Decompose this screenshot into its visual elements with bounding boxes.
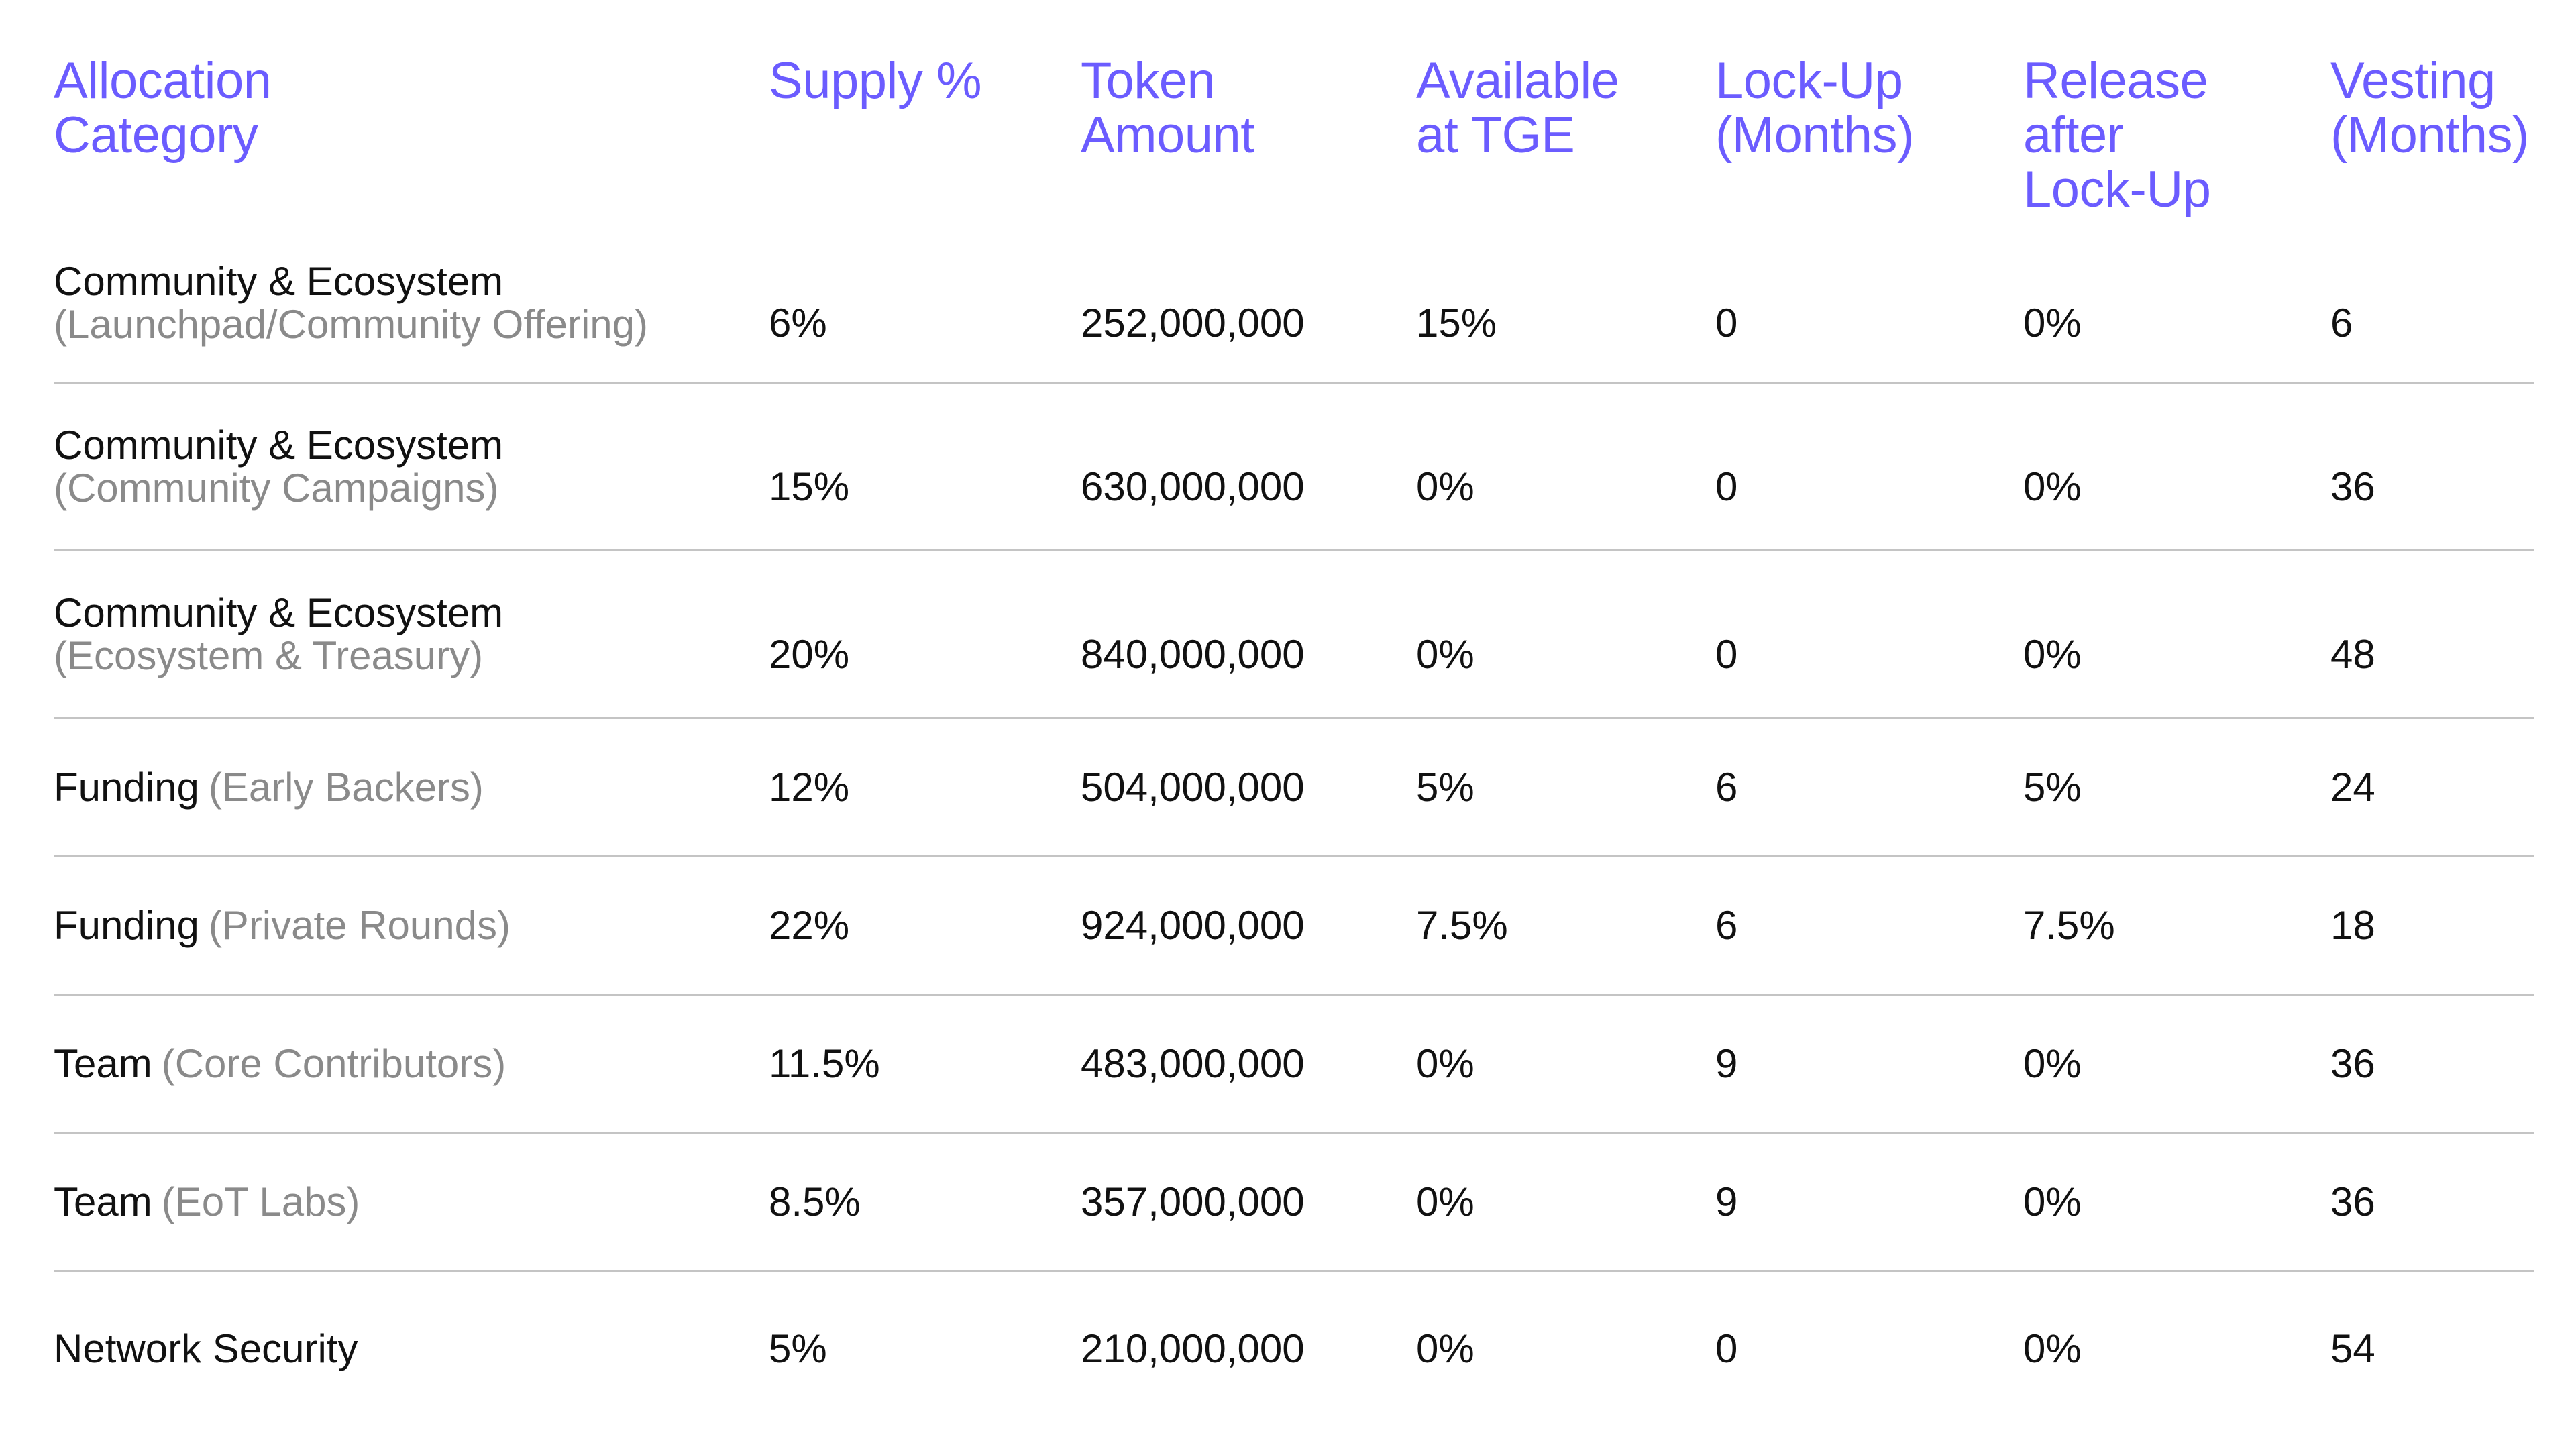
release-after-lock-up-cell: 0% bbox=[2023, 631, 2082, 677]
supply-cell: 12% bbox=[769, 764, 850, 810]
available-at-tge-cell: 5% bbox=[1416, 764, 1474, 810]
release-after-lock-up-cell: 0% bbox=[2023, 1179, 2082, 1224]
token-amount-cell: 924,000,000 bbox=[1081, 902, 1305, 948]
token-amount-cell: 252,000,000 bbox=[1081, 300, 1305, 345]
supply-cell: 22% bbox=[769, 902, 850, 948]
supply-cell: 6% bbox=[769, 300, 827, 345]
table-row: Community & Ecosystem (Community Campaig… bbox=[54, 384, 2534, 551]
category-label: Community & Ecosystem bbox=[54, 422, 504, 468]
supply-cell: 8.5% bbox=[769, 1179, 861, 1224]
table-row: Community & Ecosystem (Launchpad/Communi… bbox=[54, 224, 2534, 384]
available-at-tge-cell: 0% bbox=[1416, 1040, 1474, 1086]
vesting-cell: 36 bbox=[2330, 464, 2375, 509]
vesting-cell: 36 bbox=[2330, 1040, 2375, 1086]
category-cell: Network Security bbox=[54, 1328, 769, 1371]
lock-up-cell: 6 bbox=[1715, 764, 1738, 810]
subcategory-label: (Ecosystem & Treasury) bbox=[54, 633, 484, 678]
header-vesting-months: Vesting (Months) bbox=[2330, 52, 2529, 164]
subcategory-label: (EoT Labs) bbox=[161, 1179, 360, 1224]
token-amount-cell: 357,000,000 bbox=[1081, 1179, 1305, 1224]
token-amount-cell: 630,000,000 bbox=[1081, 464, 1305, 509]
table-row: Community & Ecosystem (Ecosystem & Treas… bbox=[54, 551, 2534, 719]
header-lock-up-months: Lock-Up (Months) bbox=[1715, 52, 1914, 164]
category-cell: Team (Core Contributors) bbox=[54, 1042, 769, 1085]
lock-up-cell: 6 bbox=[1715, 902, 1738, 948]
lock-up-cell: 0 bbox=[1715, 300, 1738, 345]
category-cell: Community & Ecosystem (Launchpad/Communi… bbox=[54, 260, 769, 346]
subcategory-label: (Core Contributors) bbox=[161, 1040, 506, 1086]
subcategory-label: (Community Campaigns) bbox=[54, 465, 499, 511]
table-row: Network Security 5% 210,000,000 0% 0 0% … bbox=[54, 1272, 2534, 1426]
available-at-tge-cell: 0% bbox=[1416, 1326, 1474, 1371]
category-label: Funding bbox=[54, 764, 199, 810]
header-available-at-tge: Available at TGE bbox=[1416, 52, 1619, 164]
category-label: Community & Ecosystem bbox=[54, 258, 504, 304]
category-label: Funding bbox=[54, 902, 199, 948]
subcategory-label: (Launchpad/Community Offering) bbox=[54, 301, 648, 347]
release-after-lock-up-cell: 0% bbox=[2023, 1040, 2082, 1086]
token-amount-cell: 210,000,000 bbox=[1081, 1326, 1305, 1371]
category-cell: Community & Ecosystem (Community Campaig… bbox=[54, 422, 769, 511]
category-cell: Community & Ecosystem (Ecosystem & Treas… bbox=[54, 590, 769, 678]
lock-up-cell: 9 bbox=[1715, 1179, 1738, 1224]
supply-cell: 20% bbox=[769, 631, 850, 677]
vesting-cell: 6 bbox=[2330, 300, 2353, 345]
release-after-lock-up-cell: 0% bbox=[2023, 1326, 2082, 1371]
release-after-lock-up-cell: 7.5% bbox=[2023, 902, 2115, 948]
table-row: Team (Core Contributors) 11.5% 483,000,00… bbox=[54, 996, 2534, 1134]
category-cell: Funding (Private Rounds) bbox=[54, 904, 769, 947]
release-after-lock-up-cell: 5% bbox=[2023, 764, 2082, 810]
category-label: Team bbox=[54, 1040, 152, 1086]
release-after-lock-up-cell: 0% bbox=[2023, 464, 2082, 509]
category-label: Team bbox=[54, 1179, 152, 1224]
available-at-tge-cell: 0% bbox=[1416, 464, 1474, 509]
token-amount-cell: 504,000,000 bbox=[1081, 764, 1305, 810]
supply-cell: 15% bbox=[769, 464, 850, 509]
lock-up-cell: 0 bbox=[1715, 631, 1738, 677]
allocation-table: Allocation Category Supply % Token Amoun… bbox=[54, 47, 2534, 1426]
subcategory-label: (Early Backers) bbox=[208, 764, 484, 810]
available-at-tge-cell: 7.5% bbox=[1416, 902, 1508, 948]
table-row: Funding (Early Backers) 12% 504,000,000 5… bbox=[54, 719, 2534, 857]
category-cell: Funding (Early Backers) bbox=[54, 764, 769, 810]
vesting-cell: 36 bbox=[2330, 1179, 2375, 1224]
vesting-cell: 18 bbox=[2330, 902, 2375, 948]
subcategory-label: (Private Rounds) bbox=[208, 902, 511, 948]
supply-cell: 11.5% bbox=[769, 1040, 880, 1086]
vesting-cell: 54 bbox=[2330, 1326, 2375, 1371]
table-row: Team (EoT Labs) 8.5% 357,000,000 0% 9 0% … bbox=[54, 1134, 2534, 1272]
token-amount-cell: 840,000,000 bbox=[1081, 631, 1305, 677]
category-label: Network Security bbox=[54, 1326, 358, 1371]
header-release-after-lock-up: Release after Lock-Up bbox=[2023, 52, 2211, 218]
lock-up-cell: 0 bbox=[1715, 1326, 1738, 1371]
vesting-cell: 48 bbox=[2330, 631, 2375, 677]
available-at-tge-cell: 15% bbox=[1416, 300, 1497, 345]
vesting-cell: 24 bbox=[2330, 764, 2375, 810]
supply-cell: 5% bbox=[769, 1326, 827, 1371]
release-after-lock-up-cell: 0% bbox=[2023, 300, 2082, 345]
table-header: Allocation Category Supply % Token Amoun… bbox=[54, 47, 2534, 224]
token-amount-cell: 483,000,000 bbox=[1081, 1040, 1305, 1086]
lock-up-cell: 0 bbox=[1715, 464, 1738, 509]
header-token-amount: Token Amount bbox=[1081, 52, 1254, 164]
category-cell: Team (EoT Labs) bbox=[54, 1179, 769, 1224]
header-supply-percent: Supply % bbox=[769, 52, 982, 109]
lock-up-cell: 9 bbox=[1715, 1040, 1738, 1086]
header-allocation-category: Allocation Category bbox=[54, 52, 272, 164]
available-at-tge-cell: 0% bbox=[1416, 631, 1474, 677]
available-at-tge-cell: 0% bbox=[1416, 1179, 1474, 1224]
table-row: Funding (Private Rounds) 22% 924,000,000 … bbox=[54, 857, 2534, 996]
category-label: Community & Ecosystem bbox=[54, 590, 504, 635]
